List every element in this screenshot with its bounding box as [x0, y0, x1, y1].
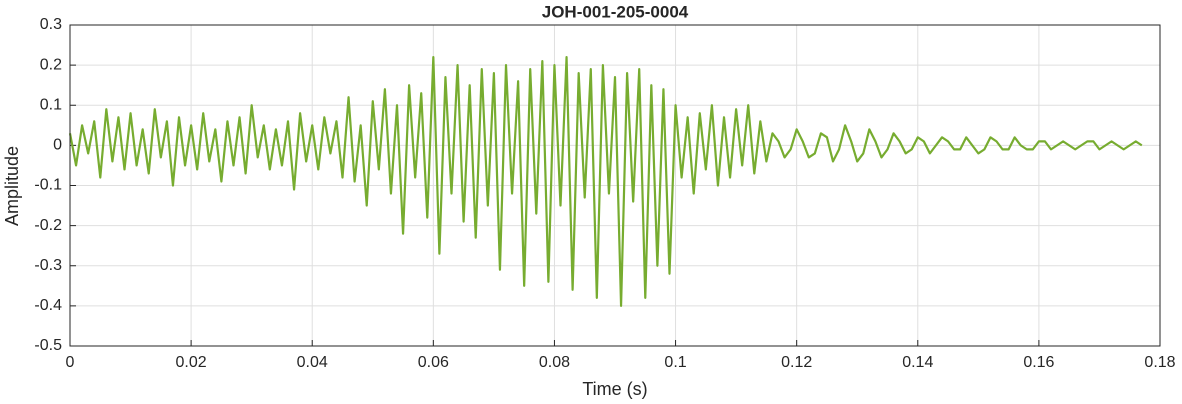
x-tick-label: 0.16	[1023, 354, 1054, 371]
x-tick-label: 0.12	[781, 354, 812, 371]
y-tick-label: -0.2	[34, 217, 62, 234]
x-tick-label: 0.14	[902, 354, 933, 371]
y-tick-label: -0.3	[34, 257, 62, 274]
plot-data	[68, 56, 1143, 307]
y-tick-label: 0.1	[40, 96, 62, 113]
x-tick-label: 0.18	[1144, 354, 1175, 371]
y-tick-label: 0	[53, 137, 62, 154]
x-tick-label: 0.06	[418, 354, 449, 371]
chart-title: JOH-001-205-0004	[542, 2, 689, 21]
y-tick-label: 0.3	[40, 16, 62, 33]
x-tick-label: 0.04	[297, 354, 328, 371]
x-tick-label: 0.1	[664, 354, 686, 371]
waveform-line	[68, 56, 1143, 307]
y-axis-label: Amplitude	[2, 146, 22, 226]
y-tick-label: -0.1	[34, 177, 62, 194]
x-axis-label: Time (s)	[582, 379, 647, 399]
x-tick-label: 0.08	[539, 354, 570, 371]
y-tick-label: -0.4	[34, 297, 62, 314]
y-tick-label: 0.2	[40, 56, 62, 73]
y-tick-label: -0.5	[34, 337, 62, 354]
x-tick-label: 0.02	[176, 354, 207, 371]
x-tick-label: 0	[66, 354, 75, 371]
plot-box	[69, 24, 1161, 347]
